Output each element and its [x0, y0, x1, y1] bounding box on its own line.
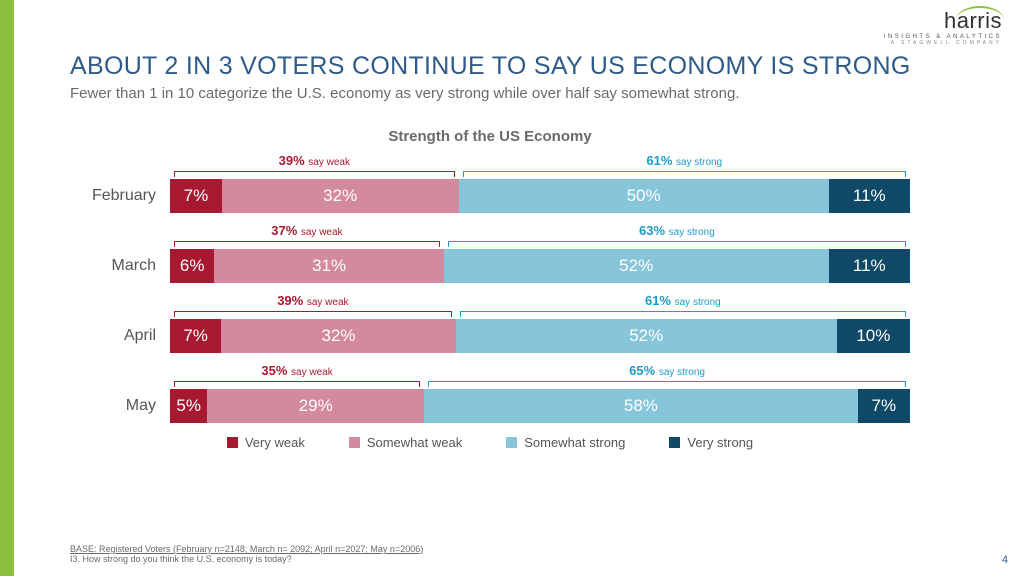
- seg-somewhat-weak: 32%: [222, 179, 459, 213]
- strong-bracket-label: 61% say strong: [459, 153, 910, 168]
- legend-label: Somewhat weak: [367, 435, 462, 450]
- legend-item: Very strong: [669, 435, 753, 450]
- chart-rows-container: February39% say weak61% say strong7%32%5…: [70, 155, 910, 423]
- chart-row: May35% say weak65% say strong5%29%58%7%: [70, 365, 910, 423]
- legend-label: Somewhat strong: [524, 435, 625, 450]
- seg-very-strong: 10%: [837, 319, 910, 353]
- weak-bracket: 37% say weak: [170, 225, 444, 247]
- economy-strength-chart: Strength of the US Economy February39% s…: [70, 128, 910, 450]
- seg-somewhat-strong: 58%: [424, 389, 858, 423]
- seg-very-weak: 6%: [170, 249, 214, 283]
- seg-somewhat-strong: 52%: [456, 319, 837, 353]
- legend-swatch: [669, 437, 680, 448]
- chart-row: March37% say weak63% say strong6%31%52%1…: [70, 225, 910, 283]
- weak-bracket-label: 39% say weak: [170, 293, 456, 308]
- brand-logo: harris INSIGHTS & ANALYTICS A STAGWELL C…: [884, 8, 1002, 46]
- seg-somewhat-strong: 52%: [444, 249, 829, 283]
- stacked-bar: 5%29%58%7%: [170, 389, 910, 423]
- row-label: May: [70, 397, 170, 423]
- seg-very-weak: 5%: [170, 389, 207, 423]
- chart-legend: Very weak Somewhat weak Somewhat strong Ver…: [70, 435, 910, 450]
- row-brackets: 39% say weak61% say strong: [170, 155, 910, 177]
- row-brackets: 39% say weak61% say strong: [170, 295, 910, 317]
- row-bar-column: 39% say weak61% say strong7%32%52%10%: [170, 295, 910, 353]
- row-brackets: 35% say weak65% say strong: [170, 365, 910, 387]
- page-subtitle: Fewer than 1 in 10 categorize the U.S. e…: [70, 85, 970, 102]
- row-label: April: [70, 327, 170, 353]
- weak-bracket-label: 37% say weak: [170, 223, 444, 238]
- seg-very-strong: 11%: [829, 249, 910, 283]
- row-brackets: 37% say weak63% say strong: [170, 225, 910, 247]
- slide-content: ABOUT 2 IN 3 VOTERS CONTINUE TO SAY US E…: [70, 52, 970, 450]
- chart-row: April39% say weak61% say strong7%32%52%1…: [70, 295, 910, 353]
- legend-label: Very strong: [687, 435, 753, 450]
- page-title: ABOUT 2 IN 3 VOTERS CONTINUE TO SAY US E…: [70, 52, 970, 81]
- stacked-bar: 6%31%52%11%: [170, 249, 910, 283]
- strong-bracket: 61% say strong: [456, 295, 910, 317]
- seg-somewhat-weak: 31%: [214, 249, 443, 283]
- page-number: 4: [1002, 554, 1008, 566]
- row-label: February: [70, 187, 170, 213]
- footer-notes: BASE: Registered Voters (February n=2148…: [70, 544, 423, 564]
- stacked-bar: 7%32%52%10%: [170, 319, 910, 353]
- footer-question-text: I3. How strong do you think the U.S. eco…: [70, 554, 423, 564]
- legend-item: Somewhat weak: [349, 435, 462, 450]
- slide-accent-bar: [0, 0, 14, 576]
- strong-bracket: 65% say strong: [424, 365, 910, 387]
- chart-row: February39% say weak61% say strong7%32%5…: [70, 155, 910, 213]
- seg-very-weak: 7%: [170, 179, 222, 213]
- legend-item: Somewhat strong: [506, 435, 625, 450]
- seg-very-strong: 11%: [829, 179, 910, 213]
- seg-very-strong: 7%: [858, 389, 910, 423]
- strong-bracket-label: 61% say strong: [456, 293, 910, 308]
- strong-bracket-label: 63% say strong: [444, 223, 910, 238]
- seg-somewhat-weak: 32%: [221, 319, 455, 353]
- row-label: March: [70, 257, 170, 283]
- legend-label: Very weak: [245, 435, 305, 450]
- footer-base-text: BASE: Registered Voters (February n=2148…: [70, 544, 423, 554]
- strong-bracket: 63% say strong: [444, 225, 910, 247]
- legend-swatch: [349, 437, 360, 448]
- legend-swatch: [506, 437, 517, 448]
- seg-somewhat-strong: 50%: [459, 179, 829, 213]
- legend-swatch: [227, 437, 238, 448]
- seg-very-weak: 7%: [170, 319, 221, 353]
- row-bar-column: 37% say weak63% say strong6%31%52%11%: [170, 225, 910, 283]
- weak-bracket: 39% say weak: [170, 295, 456, 317]
- seg-somewhat-weak: 29%: [207, 389, 424, 423]
- strong-bracket-label: 65% say strong: [424, 363, 910, 378]
- weak-bracket: 35% say weak: [170, 365, 424, 387]
- logo-tagline-2: A STAGWELL COMPANY: [884, 40, 1002, 46]
- weak-bracket: 39% say weak: [170, 155, 459, 177]
- strong-bracket: 61% say strong: [459, 155, 910, 177]
- weak-bracket-label: 35% say weak: [170, 363, 424, 378]
- row-bar-column: 39% say weak61% say strong7%32%50%11%: [170, 155, 910, 213]
- row-bar-column: 35% say weak65% say strong5%29%58%7%: [170, 365, 910, 423]
- legend-item: Very weak: [227, 435, 305, 450]
- stacked-bar: 7%32%50%11%: [170, 179, 910, 213]
- weak-bracket-label: 39% say weak: [170, 153, 459, 168]
- chart-title: Strength of the US Economy: [70, 128, 910, 145]
